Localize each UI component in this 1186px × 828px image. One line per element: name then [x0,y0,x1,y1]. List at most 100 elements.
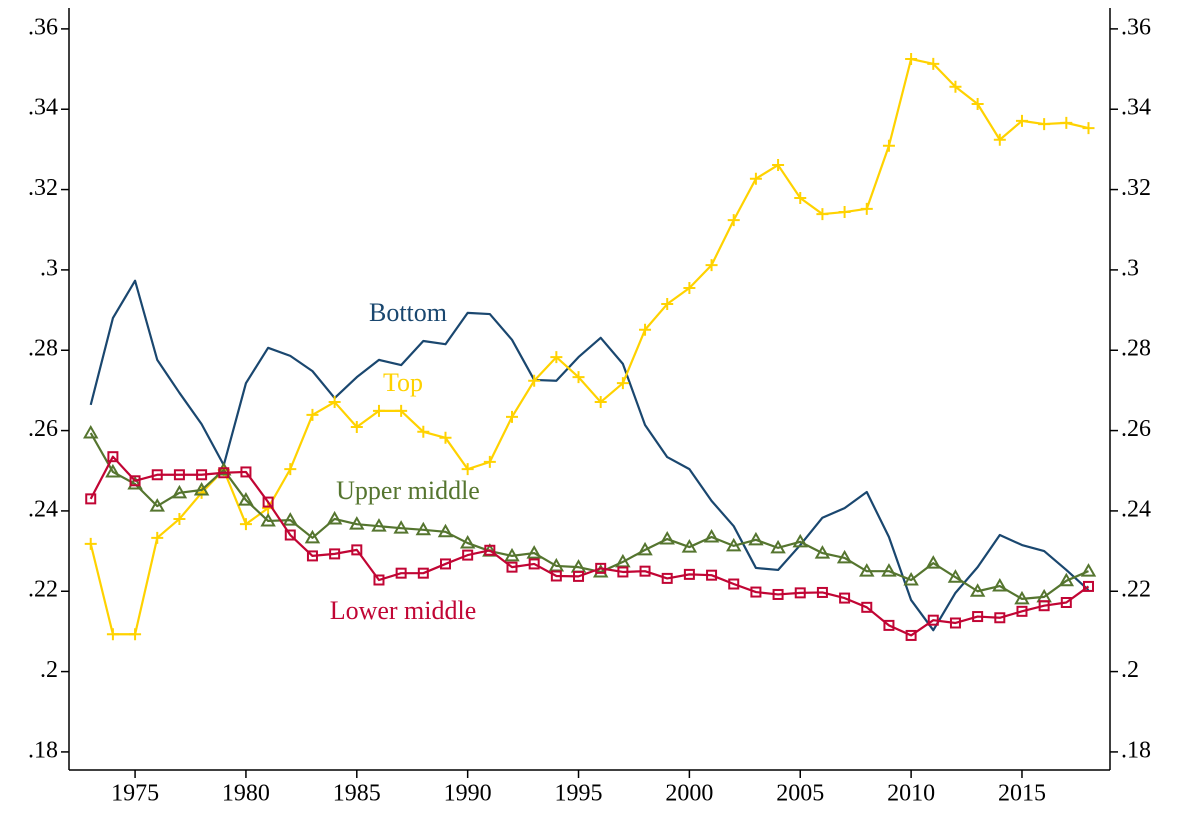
marker [173,512,186,525]
y-tick-label: .24 [28,496,58,522]
marker [371,518,387,532]
marker [83,424,99,439]
marker [1015,114,1028,127]
marker [994,612,1006,624]
marker [836,549,853,564]
marker [149,498,165,512]
x-tick-label: 1975 [111,781,159,807]
marker [439,431,452,444]
marker [883,619,895,631]
marker [284,463,297,476]
marker [351,544,363,556]
marker [129,628,142,641]
x-tick-label: 1985 [333,781,381,807]
marker [1060,116,1073,129]
marker [792,533,808,548]
marker [573,570,585,582]
x-tick-label: 1995 [555,781,603,807]
marker [728,578,740,590]
marker [417,567,429,579]
marker [882,139,895,152]
marker [173,469,185,481]
marker [816,208,829,221]
series-line [89,455,1090,637]
marker [129,475,141,487]
marker [504,547,520,562]
marker [905,53,918,66]
marker [350,420,363,433]
marker [925,555,942,569]
marker [969,583,986,597]
marker [748,531,764,546]
series-label: Top [383,368,423,397]
y2-tick-label: .3 [1121,255,1139,281]
marker [993,133,1006,146]
marker [816,586,828,598]
marker [1038,600,1050,612]
y2-tick-label: .36 [1121,14,1151,40]
marker [859,563,875,577]
marker [329,548,341,560]
marker [639,323,652,336]
marker [1082,580,1094,592]
x-tick-label: 2010 [887,781,935,807]
series-label: Lower middle [330,596,477,625]
marker [151,469,163,481]
marker [459,535,476,549]
marker [661,572,673,584]
y2-tick-label: .24 [1121,496,1151,522]
marker [395,567,407,579]
marker [526,545,542,559]
marker [218,467,230,479]
series-label: Bottom [369,298,447,327]
y2-tick-label: .26 [1121,416,1151,442]
y2-tick-label: .32 [1121,175,1151,201]
marker [683,281,696,294]
marker [637,541,653,556]
marker [282,512,299,526]
marker [528,374,541,387]
marker [927,57,940,70]
marker [705,259,718,272]
marker [105,463,121,478]
series-line [89,279,1090,632]
marker [151,531,164,544]
marker [415,521,432,536]
marker [260,512,276,527]
marker [839,592,851,604]
marker [592,563,609,578]
marker [814,545,831,559]
marker [1038,118,1051,131]
marker [326,510,343,525]
x-tick-label: 2000 [665,781,713,807]
marker [727,214,740,227]
marker [1080,563,1097,577]
x-tick-label: 1990 [444,781,492,807]
marker [506,410,519,423]
marker [617,566,629,578]
marker [927,614,939,626]
y-tick-label: .3 [40,255,58,281]
marker [1016,605,1028,617]
marker [240,466,252,478]
marker [616,377,629,390]
marker [127,475,143,490]
marker [550,570,562,582]
marker [306,550,318,562]
y-tick-label: .32 [28,175,58,201]
marker [881,563,897,577]
marker [772,588,784,600]
marker [84,537,97,550]
marker [726,537,742,552]
marker [193,482,210,496]
marker [548,557,565,572]
marker [506,561,518,573]
marker [681,539,698,553]
y-tick-label: .36 [28,14,58,40]
marker [595,562,607,574]
marker [1082,122,1095,135]
marker [615,553,631,568]
marker [903,571,919,586]
